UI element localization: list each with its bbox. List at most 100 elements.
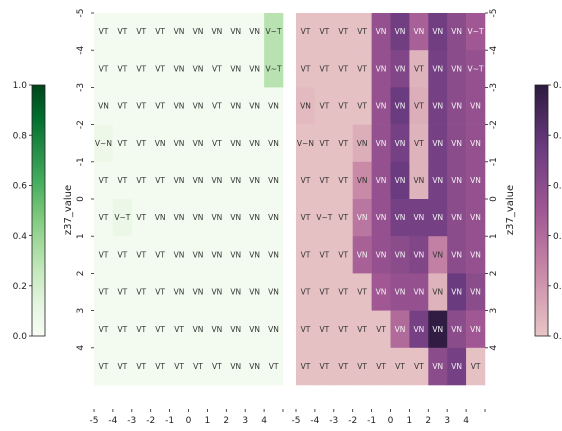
right-ytick-label: 0 [489, 196, 499, 202]
right-cell [333, 310, 353, 349]
right-cell [390, 161, 410, 200]
left-cell-label: VN [174, 139, 185, 148]
left-cell-label: VT [99, 325, 109, 334]
right-cell-label: VN [451, 362, 462, 371]
right-cell-label: VN [451, 176, 462, 185]
colorbar-left: 0.0 0.2 0.4 0.6 0.8 1.0 [13, 81, 46, 342]
right-cell [428, 273, 448, 311]
left-cell [264, 273, 284, 311]
left-cell-label: VT [117, 64, 127, 73]
right-cell [466, 87, 486, 125]
left-cell-label: VT [136, 27, 146, 36]
right-cell-label: VN [432, 64, 443, 73]
right-cell-label: VT [301, 288, 311, 297]
right-cell-label: VT [338, 213, 348, 222]
right-cell-label: VT [301, 213, 311, 222]
right-cell-label: VN [470, 139, 481, 148]
left-cell-label: VN [211, 250, 222, 259]
right-cell-label: VT [376, 325, 386, 334]
left-cell-label: VN [230, 325, 241, 334]
right-cell-label: VN [470, 325, 481, 334]
right-cell-label: VT [357, 325, 367, 334]
left-cell [131, 199, 151, 237]
right-cell [314, 273, 335, 311]
right-cell-label: VN [470, 176, 481, 185]
left-cell-label: VN [249, 362, 260, 371]
left-cell [207, 347, 227, 386]
left-cell-label: VT [155, 250, 165, 259]
right-cell-label: VN [376, 288, 387, 297]
left-cell-label: VN [230, 288, 241, 297]
left-cell [188, 199, 208, 237]
right-cell-label: VN [395, 64, 406, 73]
colorbar-left-tick-label: 1.0 [13, 81, 28, 91]
right-cell-label: VN [357, 250, 368, 259]
right-cell-label: VT [319, 325, 329, 334]
right-cell-label: VN [357, 176, 368, 185]
right-cell-label: VN [395, 27, 406, 36]
left-ytick-label: 1 [76, 233, 86, 239]
left-cell [245, 236, 265, 274]
left-cell [169, 347, 189, 386]
left-ytick-label: 3 [76, 308, 86, 314]
right-cell-label: VN [451, 213, 462, 222]
right-cell [352, 161, 372, 200]
right-cell-label: V~T [468, 64, 484, 73]
right-cell-label: VN [413, 250, 424, 259]
left-cell [94, 124, 114, 163]
left-cell-label: VT [99, 250, 109, 259]
right-ytick-label: -1 [489, 157, 499, 166]
right-cell [333, 199, 353, 237]
left-cell [188, 124, 208, 163]
right-cell-label: VT [301, 27, 311, 36]
left-cell-label: VN [174, 288, 185, 297]
right-cell [428, 161, 448, 200]
left-cell-label: VT [136, 288, 146, 297]
left-cell-label: VN [211, 213, 222, 222]
right-cell [390, 236, 410, 274]
right-cell [428, 87, 448, 125]
left-cell-label: V~T [266, 64, 282, 73]
right-cell [314, 161, 335, 200]
left-cell [226, 347, 246, 386]
right-cell [466, 124, 486, 163]
left-cell-label: VN [193, 250, 204, 259]
right-cell-label: V~T [316, 213, 332, 222]
left-cell-label: VT [269, 362, 279, 371]
colorbar-right-tick-label: 0. [553, 131, 562, 141]
right-cell-label: VT [338, 139, 348, 148]
right-cell-label: VT [301, 362, 311, 371]
left-cell-label: VN [193, 64, 204, 73]
left-cell-label: VN [155, 213, 166, 222]
right-cell [333, 161, 353, 200]
left-cell-label: VT [117, 362, 127, 371]
left-xtick-label: 3 [242, 416, 248, 426]
right-cell [447, 236, 467, 274]
left-cell [207, 13, 227, 51]
left-cell [150, 161, 170, 200]
right-cell-label: VN [470, 213, 481, 222]
right-cell-label: VT [357, 362, 367, 371]
right-cell-label: VN [376, 102, 387, 111]
left-cell-label: VN [230, 362, 241, 371]
left-xtick-label: -1 [165, 416, 174, 426]
left-cell [245, 87, 265, 125]
left-cell [131, 310, 151, 349]
left-cell [94, 50, 114, 88]
right-cell [466, 310, 486, 349]
left-cell [169, 13, 189, 51]
left-cell-label: VN [193, 102, 204, 111]
right-cell [447, 87, 467, 125]
left-cell [112, 50, 133, 88]
left-cell [112, 236, 133, 274]
left-ytick-label: 2 [76, 271, 86, 277]
left-cell-label: VT [99, 213, 109, 222]
left-cell-label: VN [230, 64, 241, 73]
left-cell-label: VT [136, 102, 146, 111]
left-cell [94, 87, 114, 125]
right-cell [314, 13, 335, 51]
right-cell-label: VN [451, 139, 462, 148]
colorbar-left-gradient [31, 84, 46, 337]
right-cell-label: VT [319, 139, 329, 148]
left-cell-label: VN [193, 139, 204, 148]
